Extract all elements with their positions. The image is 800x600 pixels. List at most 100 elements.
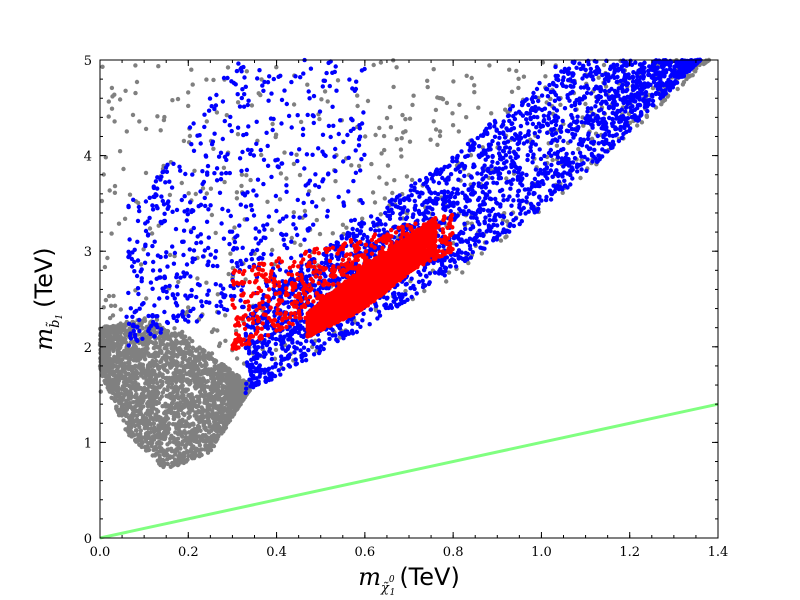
scatter-point xyxy=(175,401,180,406)
scatter-point xyxy=(149,379,154,384)
scatter-point xyxy=(213,428,219,433)
scatter-point xyxy=(509,89,515,95)
scatter-point xyxy=(560,118,565,124)
scatter-point xyxy=(472,164,477,169)
scatter-point xyxy=(189,67,194,72)
scatter-point xyxy=(363,134,368,139)
scatter-point xyxy=(159,394,164,399)
scatter-point xyxy=(166,447,171,452)
scatter-point xyxy=(413,203,418,208)
scatter-point xyxy=(178,376,183,381)
scatter-point xyxy=(109,106,115,111)
scatter-point xyxy=(193,354,198,360)
scatter-point xyxy=(371,62,376,68)
scatter-point xyxy=(118,400,124,405)
scatter-point xyxy=(149,231,155,236)
scatter-point xyxy=(106,293,112,299)
scatter-point xyxy=(183,387,189,392)
scatter-point xyxy=(224,414,229,420)
scatter-point xyxy=(340,222,346,227)
scatter-point xyxy=(508,155,513,160)
scatter-point xyxy=(135,382,141,387)
scatter-point xyxy=(151,360,156,365)
scatter-point xyxy=(150,406,155,412)
scatter-point xyxy=(122,393,127,398)
scatter-point xyxy=(130,345,136,351)
scatter-point xyxy=(117,149,123,154)
scatter-point xyxy=(184,378,189,383)
scatter-point xyxy=(457,169,463,174)
scatter-point xyxy=(496,212,501,217)
scatter-point xyxy=(613,125,618,130)
scatter-point xyxy=(592,86,597,92)
scatter-point xyxy=(468,255,474,260)
scatter-point xyxy=(170,400,175,405)
scatter-point xyxy=(545,94,551,99)
scatter-point xyxy=(427,271,433,276)
scatter-point xyxy=(190,82,195,87)
scatter-point xyxy=(564,84,569,89)
scatter-point xyxy=(169,331,175,337)
scatter-point xyxy=(194,435,199,440)
scatter-point xyxy=(435,142,440,147)
scatter-point xyxy=(554,108,560,113)
scatter-point xyxy=(465,251,470,257)
scatter-point xyxy=(202,389,208,395)
scatter-point xyxy=(117,97,123,102)
scatter-point xyxy=(269,356,275,362)
scatter-point xyxy=(547,110,552,116)
scatter-point xyxy=(128,404,133,410)
scatter-point xyxy=(113,395,118,401)
scatter-point xyxy=(521,141,527,146)
scatter-point xyxy=(103,358,109,363)
scatter-point xyxy=(460,270,465,275)
scatter-point xyxy=(112,303,118,308)
scatter-point xyxy=(292,350,297,355)
scatter-point xyxy=(111,346,116,351)
scatter-point xyxy=(106,350,112,355)
scatter-point xyxy=(487,63,492,68)
scatter-point xyxy=(596,108,602,113)
scatter-point xyxy=(197,400,202,405)
scatter-point xyxy=(181,138,187,144)
scatter-point xyxy=(513,155,518,161)
scatter-point xyxy=(411,93,416,98)
scatter-point xyxy=(208,186,214,191)
scatter-point xyxy=(145,448,150,453)
scatter-point xyxy=(176,396,181,401)
scatter-point xyxy=(118,307,124,312)
scatter-point xyxy=(163,409,168,414)
scatter-point xyxy=(165,328,170,334)
scatter-point xyxy=(651,103,656,108)
scatter-point xyxy=(516,85,521,91)
scatter-point xyxy=(139,439,145,444)
scatter-point xyxy=(143,348,148,353)
scatter-point xyxy=(136,386,141,391)
scatter-point xyxy=(180,411,186,416)
scatter-point xyxy=(177,428,182,433)
scatter-point xyxy=(136,398,141,403)
scatter-point xyxy=(639,90,644,96)
scatter-point xyxy=(218,370,224,375)
scatter-point xyxy=(277,197,283,202)
scatter-point xyxy=(109,85,115,91)
scatter-point xyxy=(105,329,111,335)
scatter-point xyxy=(472,83,477,88)
scatter-point xyxy=(552,90,557,95)
scatter-point xyxy=(269,351,275,356)
scatter-point xyxy=(372,200,378,205)
scatter-point xyxy=(368,214,374,219)
scatter-point xyxy=(137,424,142,430)
scatter-point xyxy=(190,450,195,455)
scatter-point xyxy=(156,366,162,372)
scatter-point xyxy=(412,198,417,204)
scatter-point xyxy=(182,363,188,369)
scatter-point xyxy=(498,238,504,243)
scatter-point xyxy=(217,416,222,421)
scatter-point xyxy=(534,86,540,92)
scatter-point xyxy=(147,395,152,401)
scatter-point xyxy=(574,120,579,125)
scatter-point xyxy=(174,440,179,446)
scatter-point xyxy=(404,215,410,220)
scatter-point xyxy=(407,139,413,144)
